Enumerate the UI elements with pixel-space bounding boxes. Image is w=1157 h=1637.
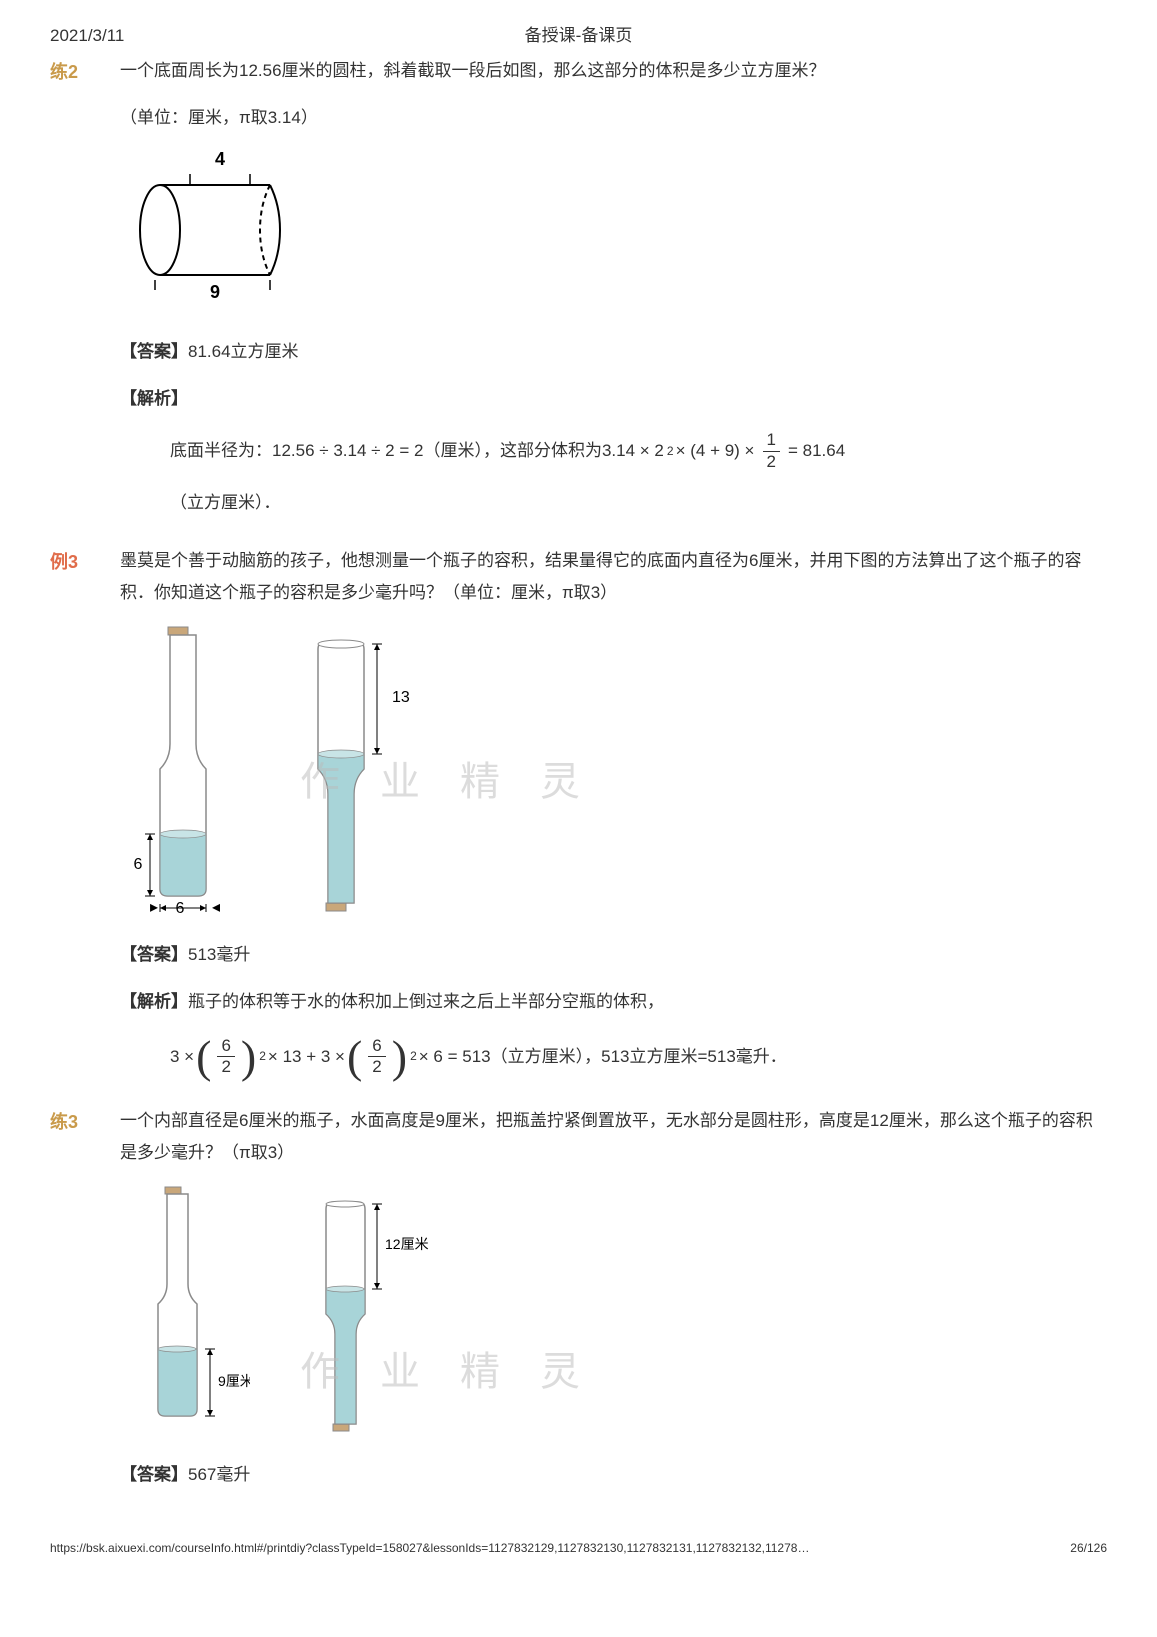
answer-label: 【答案】 [120, 1465, 188, 1484]
footer-page: 26/126 [1070, 1537, 1107, 1560]
lian2-label: 练2 [50, 55, 120, 89]
lian2-an-t3: = 81.64 [788, 435, 845, 467]
lian2-analysis-math: 底面半径为：12.56 ÷ 3.14 ÷ 2 = 2（厘米），这部分体积为3.1… [170, 430, 1107, 472]
li3-m-mid1: × 13 + 3 × [268, 1041, 345, 1073]
lian2-answer-row: 【答案】81.64立方厘米 [120, 336, 1107, 368]
lian3-bottle-figure: 作 业 精 灵 9厘米 [120, 1184, 1107, 1434]
bottle-inverted-icon: 13 [280, 624, 420, 914]
lparen-icon: ( [347, 1034, 362, 1080]
lian2-analysis-label: 【解析】 [120, 383, 1107, 415]
bottle-inverted-icon: 12厘米 [290, 1184, 440, 1434]
lian2-body: 一个底面周长为12.56厘米的圆柱，斜着截取一段后如图，那么这部分的体积是多少立… [120, 55, 1107, 535]
li3-analysis-row: 【解析】瓶子的体积等于水的体积加上倒过来之后上半部分空瓶的体积， [120, 986, 1107, 1018]
header-title: 备授课-备课页 [525, 20, 633, 52]
lian2-sup: 2 [667, 440, 674, 463]
lian2-text2: （单位：厘米，π取3.14） [120, 102, 1107, 134]
li3-m-pre1: 3 × [170, 1041, 194, 1073]
li3-frac1-wrap: ( 6 2 ) [196, 1034, 256, 1080]
f1-num: 6 [217, 1036, 234, 1056]
lian3-answer-row: 【答案】567毫升 [120, 1459, 1107, 1491]
svg-text:12厘米: 12厘米 [385, 1236, 429, 1252]
li3-frac1: 6 2 [217, 1036, 234, 1078]
f1-den: 2 [217, 1056, 234, 1077]
lian2-an-t4: （立方厘米）． [170, 487, 1107, 519]
svg-text:6: 6 [176, 900, 185, 914]
lian3-answer: 567毫升 [188, 1465, 250, 1484]
svg-text:13: 13 [392, 689, 410, 706]
sup2: 2 [259, 1045, 266, 1068]
footer-url: https://bsk.aixuexi.com/courseInfo.html#… [50, 1537, 809, 1560]
lian2-an-t2: × (4 + 9) × [676, 435, 755, 467]
lian3-label: 练3 [50, 1105, 120, 1139]
page-footer: https://bsk.aixuexi.com/courseInfo.html#… [50, 1537, 1107, 1560]
answer-label: 【答案】 [120, 342, 188, 361]
svg-text:9厘米: 9厘米 [218, 1373, 250, 1389]
lian3-text1: 一个内部直径是6厘米的瓶子，水面高度是9厘米，把瓶盖拧紧倒置放平，无水部分是圆柱… [120, 1105, 1107, 1170]
li3-label: 例3 [50, 545, 120, 579]
analysis-label: 【解析】 [120, 992, 188, 1011]
li3-frac2: 6 2 [368, 1036, 385, 1078]
problem-lian2: 练2 一个底面周长为12.56厘米的圆柱，斜着截取一段后如图，那么这部分的体积是… [50, 55, 1107, 535]
f2-num: 6 [368, 1036, 385, 1056]
bottle-upright-icon: 6 ▸ ◂ 6 [120, 624, 240, 914]
lparen-icon: ( [196, 1034, 211, 1080]
li3-body: 墨莫是个善于动脑筋的孩子，他想测量一个瓶子的容积，结果量得它的底面内直径为6厘米… [120, 545, 1107, 1095]
li3-bottle-figure: 作 业 精 灵 6 ▸ [120, 624, 1107, 914]
cylinder-figure: 4 9 [120, 150, 1107, 311]
problem-lian3: 练3 一个内部直径是6厘米的瓶子，水面高度是9厘米，把瓶盖拧紧倒置放平，无水部分… [50, 1105, 1107, 1507]
lian2-frac: 1 2 [763, 430, 780, 472]
answer-label: 【答案】 [120, 945, 188, 964]
sup2: 2 [410, 1045, 417, 1068]
header-date: 2021/3/11 [50, 20, 124, 52]
li3-answer: 513毫升 [188, 945, 250, 964]
lian2-an-t1: 底面半径为：12.56 ÷ 3.14 ÷ 2 = 2（厘米），这部分体积为3.1… [170, 435, 664, 467]
li3-frac2-wrap: ( 6 2 ) [347, 1034, 407, 1080]
li3-text1: 墨莫是个善于动脑筋的孩子，他想测量一个瓶子的容积，结果量得它的底面内直径为6厘米… [120, 545, 1107, 610]
rparen-icon: ) [392, 1034, 407, 1080]
frac-den: 2 [763, 451, 780, 472]
page-header: 2021/3/11 备授课-备课页 [50, 20, 1107, 40]
lian2-text1: 一个底面周长为12.56厘米的圆柱，斜着截取一段后如图，那么这部分的体积是多少立… [120, 55, 1107, 87]
svg-text:6: 6 [134, 856, 143, 873]
problem-li3: 例3 墨莫是个善于动脑筋的孩子，他想测量一个瓶子的容积，结果量得它的底面内直径为… [50, 545, 1107, 1095]
svg-text:◂: ◂ [212, 899, 220, 914]
f2-den: 2 [368, 1056, 385, 1077]
cylinder-top-label: 4 [215, 150, 225, 169]
lian2-answer: 81.64立方厘米 [188, 342, 299, 361]
frac-num: 1 [763, 430, 780, 450]
li3-m-suf: × 6 = 513（立方厘米），513立方厘米=513毫升． [419, 1041, 787, 1073]
lian3-body: 一个内部直径是6厘米的瓶子，水面高度是9厘米，把瓶盖拧紧倒置放平，无水部分是圆柱… [120, 1105, 1107, 1507]
rparen-icon: ) [241, 1034, 256, 1080]
svg-text:▸: ▸ [150, 899, 158, 914]
li3-math: 3 × ( 6 2 ) 2 × 13 + 3 × ( 6 2 ) 2 × [170, 1034, 1107, 1080]
li3-answer-row: 【答案】513毫升 [120, 939, 1107, 971]
li3-an-t1: 瓶子的体积等于水的体积加上倒过来之后上半部分空瓶的体积， [188, 992, 664, 1011]
bottle-upright-icon: 9厘米 [120, 1184, 250, 1434]
cylinder-bottom-label: 9 [210, 282, 220, 300]
